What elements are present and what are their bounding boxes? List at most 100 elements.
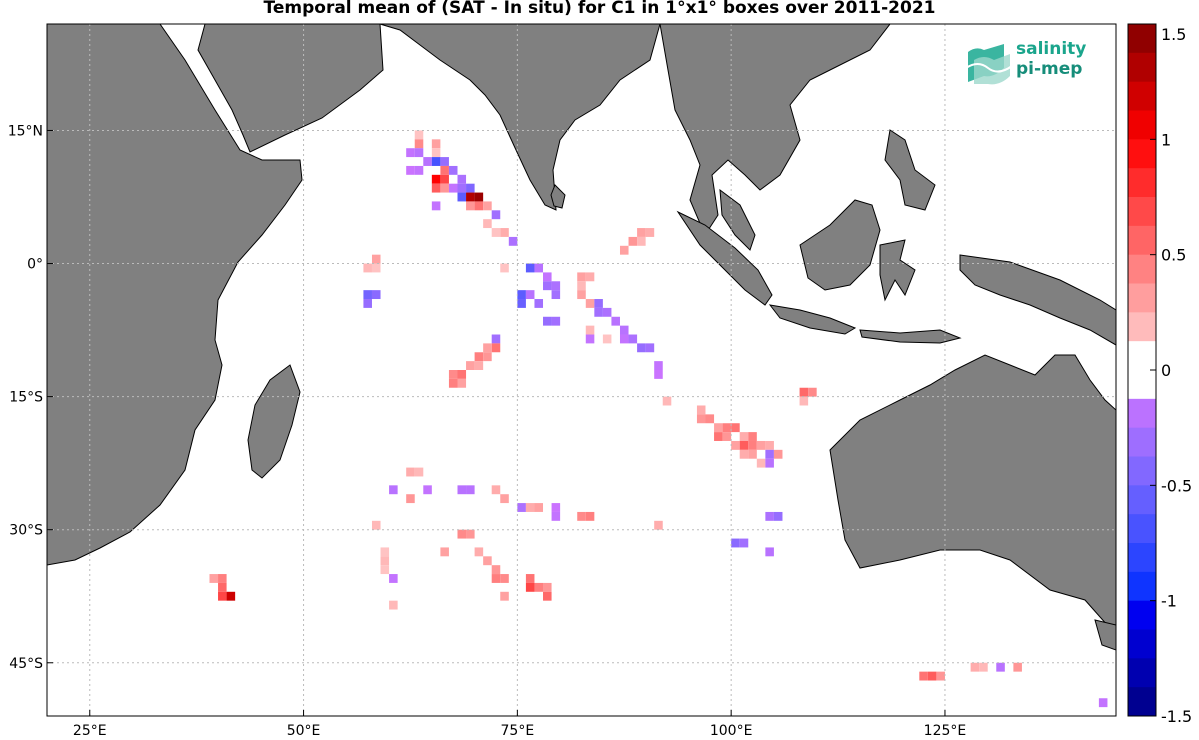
data-cell <box>731 538 740 548</box>
data-cell <box>765 458 774 468</box>
lesser-sunda-islands <box>859 329 962 344</box>
data-cell <box>491 334 501 344</box>
data-cell <box>483 201 492 211</box>
map-frame <box>46 23 1117 717</box>
data-cell <box>731 423 740 433</box>
data-cell <box>748 449 757 459</box>
data-cell <box>585 334 595 344</box>
data-cell <box>457 529 467 539</box>
data-cell <box>619 334 629 344</box>
data-cell <box>748 432 757 441</box>
data-cell <box>551 511 561 521</box>
data-cell <box>363 263 372 273</box>
data-cell <box>448 165 458 175</box>
data-cell <box>739 440 749 450</box>
data-cell <box>654 361 663 370</box>
data-cell <box>431 139 441 149</box>
data-cell <box>371 520 381 530</box>
data-cell <box>380 556 390 566</box>
data-cell <box>457 183 467 193</box>
data-cell <box>508 236 518 246</box>
data-cell <box>414 139 424 149</box>
data-cell <box>431 183 441 193</box>
data-cell <box>406 467 415 477</box>
data-cell <box>371 290 381 300</box>
logo-text-line1: salinity <box>1016 39 1087 59</box>
data-cell <box>739 538 749 548</box>
sumatra-island <box>676 210 773 306</box>
data-cell <box>637 343 646 353</box>
data-cell <box>551 290 561 300</box>
data-cell <box>696 414 706 424</box>
data-cell <box>534 582 544 592</box>
data-cell <box>765 449 774 459</box>
data-cell <box>483 219 492 229</box>
data-cell <box>363 299 372 308</box>
data-cell <box>483 352 492 362</box>
australia-landmass <box>829 354 1116 636</box>
data-cell <box>406 165 415 175</box>
data-cell <box>491 343 501 353</box>
data-cell <box>448 378 458 388</box>
data-cell <box>500 228 509 237</box>
data-cell <box>457 174 467 184</box>
data-cell <box>517 503 526 512</box>
data-cell <box>1013 662 1022 672</box>
data-cell <box>705 414 715 424</box>
lon-tick-label: 75°E <box>501 723 535 739</box>
data-cell <box>654 370 663 379</box>
data-cell <box>457 485 467 495</box>
data-cell <box>970 662 980 672</box>
data-cell <box>457 370 467 379</box>
data-cell <box>936 671 945 681</box>
lat-tick-label: 15°N <box>8 123 43 139</box>
lat-tick-label: 30°S <box>9 523 43 539</box>
lon-tick-label: 125°E <box>924 723 967 739</box>
data-cell <box>474 547 484 557</box>
data-cell <box>577 511 586 521</box>
data-cells <box>209 130 1108 708</box>
data-cell <box>389 485 398 495</box>
data-cell <box>440 183 449 193</box>
data-cell <box>491 574 501 583</box>
data-cell <box>979 662 988 672</box>
data-cell <box>457 192 467 202</box>
lon-tick-label: 25°E <box>73 723 107 739</box>
data-cell <box>637 228 646 237</box>
data-cell <box>1098 698 1108 708</box>
data-cell <box>371 263 381 273</box>
philippines-islands <box>884 129 936 211</box>
data-cell <box>722 432 732 441</box>
data-cell <box>696 405 706 415</box>
indochina-landmass <box>659 24 891 237</box>
map-title: Temporal mean of (SAT - In situ) for C1 … <box>263 0 936 18</box>
data-cell <box>517 290 526 300</box>
lon-tick-label: 50°E <box>287 723 321 739</box>
data-cell <box>218 574 227 583</box>
data-cell <box>543 591 552 601</box>
data-cell <box>714 423 723 433</box>
land-masses <box>47 24 1116 651</box>
sri-lanka-island <box>550 184 566 209</box>
data-cell <box>714 432 723 441</box>
data-cell <box>431 148 441 158</box>
data-cell <box>440 165 449 175</box>
india-landmass <box>379 24 661 211</box>
lon-tick-label: 100°E <box>710 723 753 739</box>
data-cell <box>491 228 501 237</box>
data-cell <box>218 591 227 601</box>
data-cell <box>423 485 432 495</box>
data-cell <box>525 290 535 300</box>
data-cell <box>466 201 475 211</box>
data-cell <box>491 485 501 495</box>
data-cell <box>209 574 219 583</box>
data-cell <box>645 228 655 237</box>
data-cell <box>525 503 535 512</box>
data-cell <box>380 565 390 575</box>
data-cell <box>491 210 501 220</box>
lat-tick-label: 15°S <box>9 390 43 406</box>
data-cell <box>500 494 509 504</box>
data-cell <box>406 148 415 158</box>
data-cell <box>765 547 774 557</box>
